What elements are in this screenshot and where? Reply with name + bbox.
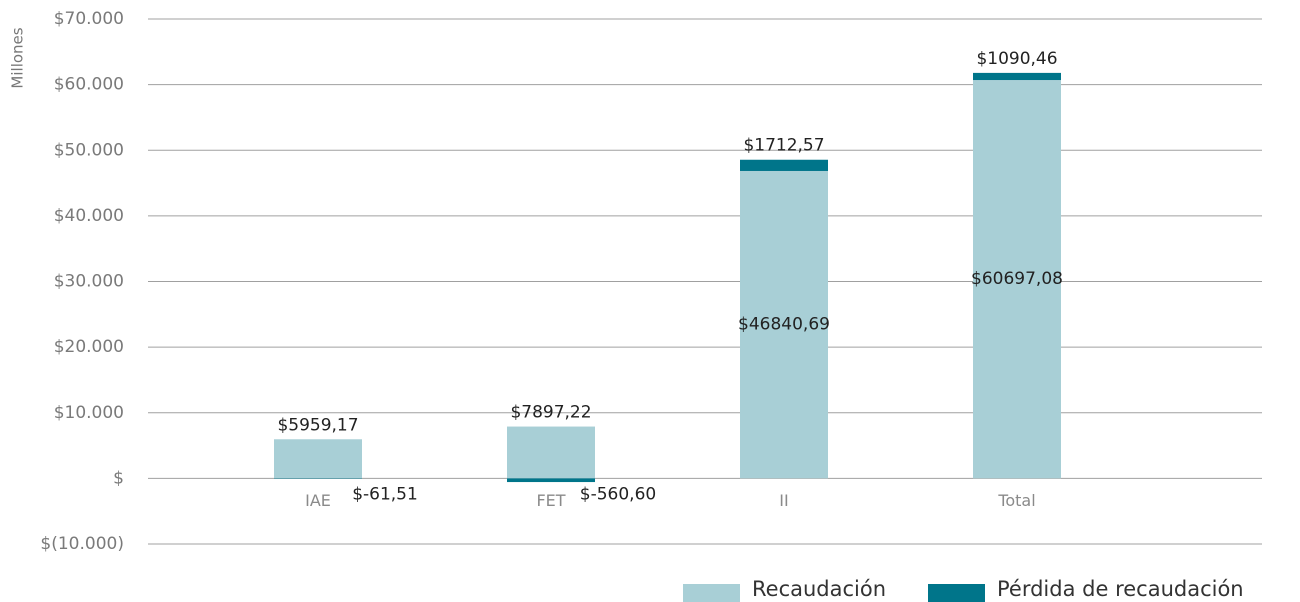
y-axis-label: Millones bbox=[9, 27, 27, 88]
value-label: $7897,22 bbox=[510, 403, 591, 423]
legend-swatch bbox=[928, 584, 985, 602]
y-tick-label: $40.000 bbox=[54, 206, 124, 226]
y-tick-label: $70.000 bbox=[54, 9, 124, 29]
y-tick-label: $10.000 bbox=[54, 403, 124, 423]
bar-segment bbox=[740, 159, 828, 171]
y-tick-label: $(10.000) bbox=[40, 534, 124, 554]
value-label: $-61,51 bbox=[352, 484, 418, 504]
value-label: $1090,46 bbox=[976, 49, 1057, 69]
bar-segment bbox=[740, 170, 828, 479]
value-label: $5959,17 bbox=[277, 415, 358, 435]
y-tick-label: $ bbox=[113, 468, 124, 488]
value-label: $1712,57 bbox=[743, 136, 824, 156]
bar-segment bbox=[973, 80, 1061, 479]
legend-swatch bbox=[683, 584, 740, 602]
legend-label: Recaudación bbox=[752, 577, 886, 601]
x-tick-label: Total bbox=[997, 491, 1035, 510]
value-label: $46840,69 bbox=[738, 315, 830, 335]
value-label: $-560,60 bbox=[580, 484, 656, 504]
bar-segment bbox=[973, 72, 1061, 81]
value-label: $60697,08 bbox=[971, 269, 1063, 289]
x-tick-label: FET bbox=[536, 491, 565, 510]
x-tick-label: IAE bbox=[305, 491, 331, 510]
legend-label: Pérdida de recaudación bbox=[997, 577, 1244, 601]
bar-segment bbox=[507, 426, 595, 479]
y-tick-label: $20.000 bbox=[54, 337, 124, 357]
y-tick-label: $50.000 bbox=[54, 140, 124, 160]
bar-segment bbox=[507, 478, 595, 483]
y-tick-label: $60.000 bbox=[54, 75, 124, 95]
y-tick-label: $30.000 bbox=[54, 272, 124, 292]
bar-segment bbox=[274, 439, 362, 479]
x-tick-label: II bbox=[779, 491, 788, 510]
